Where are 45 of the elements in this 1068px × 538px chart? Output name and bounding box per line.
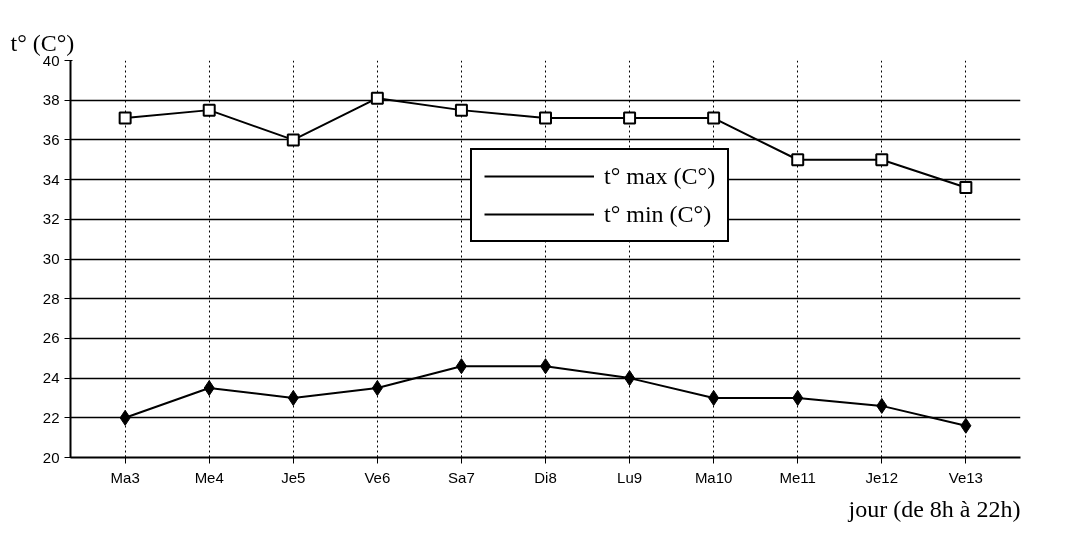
- point: [370, 91, 384, 105]
- point: [203, 380, 215, 397]
- legend-label: t° max (C°): [604, 162, 716, 190]
- y-tick-label: 38: [42, 91, 60, 109]
- point: [118, 111, 132, 125]
- point: [875, 153, 889, 167]
- point: [539, 111, 552, 125]
- x-tick-label: Ve6: [364, 468, 391, 486]
- point: [876, 397, 888, 414]
- x-tick-label: Di8: [534, 468, 557, 486]
- point: [371, 380, 383, 397]
- x-tick-label: Lu9: [617, 468, 643, 486]
- point: [708, 389, 720, 406]
- point: [454, 103, 468, 117]
- y-tick-label: 24: [42, 369, 60, 387]
- point: [202, 103, 216, 117]
- point: [792, 389, 804, 406]
- point: [959, 181, 973, 195]
- point: [455, 358, 467, 375]
- x-axis-title: jour (de 8h à 22h): [847, 495, 1021, 522]
- point: [960, 417, 972, 434]
- point: [624, 370, 636, 387]
- x-tick-label: Je5: [281, 468, 306, 486]
- y-tick-label: 32: [42, 210, 60, 228]
- y-tick-label: 30: [42, 250, 60, 267]
- x-tick-label: Me4: [194, 468, 224, 486]
- point: [287, 389, 299, 406]
- y-tick-label: 28: [42, 289, 60, 307]
- point: [119, 409, 131, 426]
- y-tick-label: 34: [42, 170, 60, 188]
- x-tick-label: Je12: [865, 468, 899, 486]
- x-tick-label: Ma10: [694, 468, 733, 486]
- point: [707, 111, 721, 125]
- x-tick-label: Sa7: [448, 468, 475, 486]
- x-tick-label: Me11: [779, 468, 816, 486]
- y-tick-label: 36: [42, 130, 60, 148]
- point: [286, 133, 300, 147]
- point: [623, 111, 637, 125]
- y-tick-label: 22: [42, 408, 60, 426]
- x-tick-label: Ma3: [110, 468, 140, 486]
- point: [791, 153, 805, 167]
- y-tick-label: 20: [42, 448, 60, 466]
- y-tick-label: 26: [42, 329, 60, 347]
- x-tick-label: Ve13: [948, 468, 983, 486]
- legend-label: t° min (C°): [604, 200, 712, 228]
